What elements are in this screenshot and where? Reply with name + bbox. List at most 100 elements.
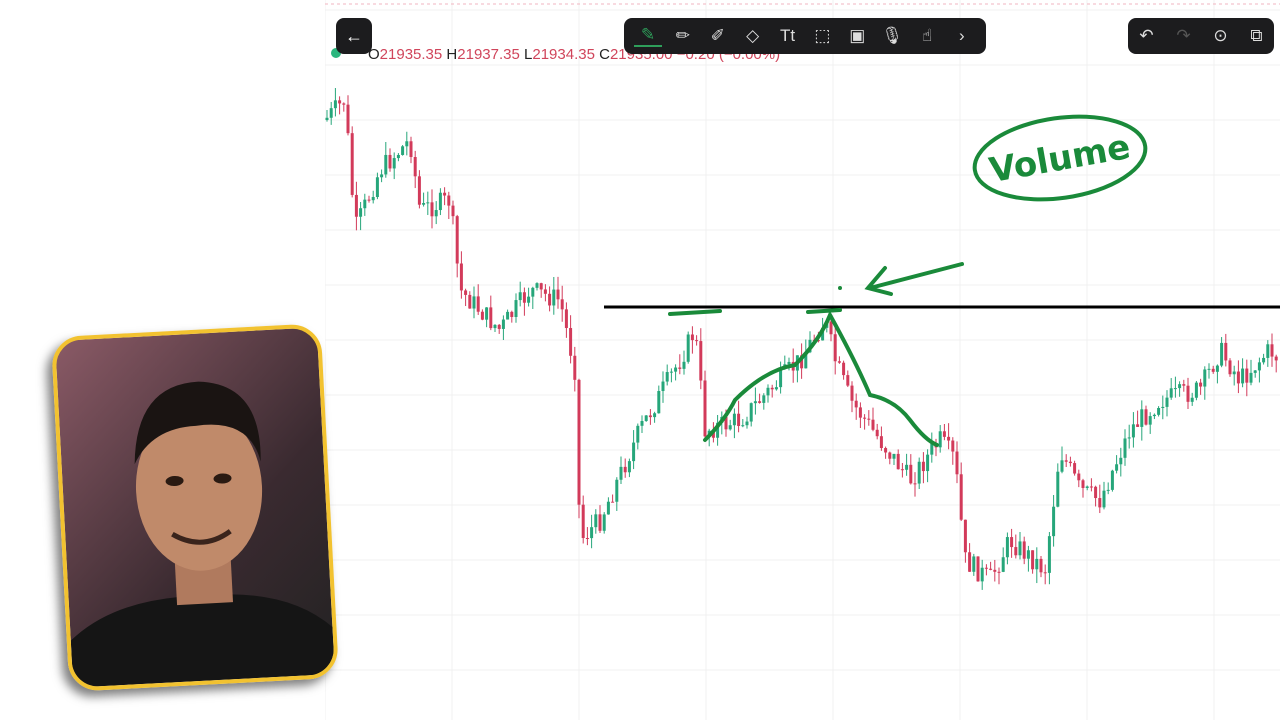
candle [1203, 366, 1207, 400]
candle [669, 368, 673, 383]
candle [464, 288, 468, 307]
candle [514, 293, 518, 323]
candle [1140, 400, 1144, 441]
candle [627, 458, 631, 478]
candle [749, 402, 753, 427]
candle [732, 408, 736, 439]
candle [1106, 482, 1110, 495]
candle [900, 463, 904, 478]
candle [980, 559, 984, 590]
candle [535, 282, 539, 291]
candle [926, 449, 930, 483]
candle [745, 416, 749, 429]
hand-icon[interactable]: ☝︎ [921, 26, 933, 45]
candle [942, 424, 946, 441]
candle [879, 426, 883, 451]
candle [997, 567, 1001, 585]
candle [1102, 481, 1106, 510]
candle [384, 141, 388, 178]
select-icon[interactable]: ⬚ [814, 26, 831, 45]
candle [674, 364, 678, 381]
candle [367, 195, 371, 203]
candle [846, 370, 850, 388]
mic-icon[interactable]: 🎙︎ [881, 26, 903, 45]
undo-icon[interactable]: ↶ [1139, 26, 1154, 45]
ink-arrow[interactable] [864, 262, 964, 296]
candle [606, 497, 610, 515]
candle [1220, 337, 1224, 368]
candle [833, 326, 837, 375]
ink-top-marks[interactable] [668, 308, 842, 316]
candle [884, 446, 888, 459]
candle [1010, 528, 1014, 558]
candle [892, 453, 896, 466]
candle [518, 281, 522, 307]
candle [443, 187, 447, 206]
eraser-icon[interactable]: ◇ [746, 26, 760, 45]
candle [1098, 484, 1102, 514]
candle [930, 432, 934, 463]
candle [338, 96, 342, 115]
candle [552, 276, 556, 315]
redo-icon[interactable]: ↷ [1176, 26, 1191, 45]
highlighter-icon[interactable]: ✐ [710, 26, 725, 45]
candle [1157, 406, 1161, 417]
candle [989, 561, 993, 571]
candle [1173, 376, 1177, 398]
candle [858, 402, 862, 429]
candle [913, 472, 917, 497]
candle [1073, 460, 1077, 476]
candle [1047, 532, 1051, 585]
candle [947, 423, 951, 450]
candle [1186, 377, 1190, 410]
candle [1236, 360, 1240, 394]
candle [1035, 547, 1039, 584]
image-icon[interactable]: ▣ [849, 26, 866, 45]
candle [325, 109, 329, 122]
candle [1136, 410, 1140, 427]
candle [850, 381, 854, 413]
candle [1144, 405, 1148, 426]
copy-icon[interactable]: ⧉ [1250, 26, 1263, 45]
chevron-right-icon[interactable]: › [959, 26, 965, 45]
more-icon[interactable]: ⊙ [1213, 26, 1228, 45]
candle [480, 309, 484, 321]
pencil-icon[interactable]: ✏ [675, 26, 690, 45]
candle [737, 400, 741, 433]
candle [871, 407, 875, 432]
pen-icon[interactable]: ✎ [634, 25, 662, 47]
candle [728, 419, 732, 431]
candle [1182, 379, 1186, 392]
candle [837, 356, 841, 364]
candle [522, 287, 526, 316]
candle [564, 302, 568, 338]
candle [359, 201, 363, 231]
candle [611, 494, 615, 503]
candle [1127, 424, 1131, 449]
candle [984, 564, 988, 576]
candle [434, 201, 438, 225]
candle [577, 378, 581, 519]
candle [489, 295, 493, 331]
candle [955, 441, 959, 484]
candle [1215, 364, 1219, 384]
candle [506, 309, 510, 320]
candle [875, 423, 879, 440]
candle [485, 307, 489, 328]
candle [829, 318, 833, 342]
candle [1232, 365, 1236, 386]
candle [585, 527, 589, 546]
candle [1262, 353, 1266, 365]
candle [976, 556, 980, 582]
back-button[interactable]: ← [336, 18, 372, 54]
presenter-portrait [70, 381, 335, 688]
text-icon[interactable]: Tt [779, 26, 796, 45]
price-chart[interactable]: Volume [325, 0, 1280, 720]
ink-curve[interactable] [703, 310, 939, 447]
candle [342, 102, 346, 112]
candle [623, 458, 627, 478]
candle [1001, 547, 1005, 573]
candle [1211, 365, 1215, 374]
candle [1228, 358, 1232, 377]
ink-volume-circle[interactable] [969, 106, 1150, 209]
